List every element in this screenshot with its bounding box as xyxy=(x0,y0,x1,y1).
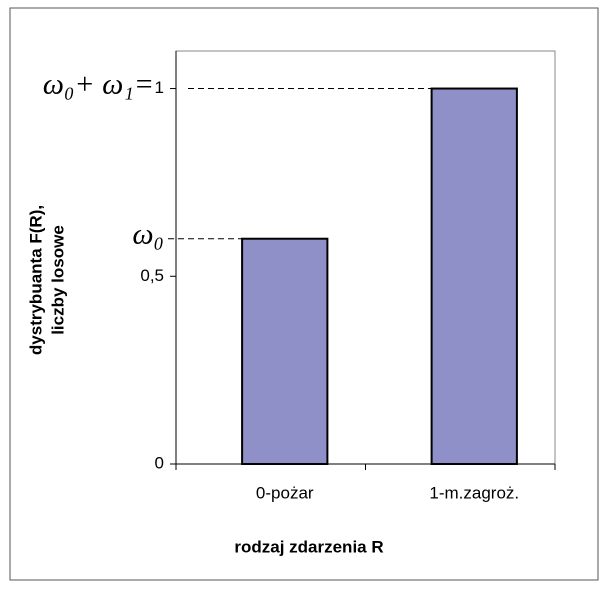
frame xyxy=(9,7,599,581)
y-axis-label: dystrybuanta F(R), liczby losowe xyxy=(26,205,67,355)
value-annotation: ω₀ xyxy=(132,218,164,251)
x-axis-label: rodzaj zdarzenia R xyxy=(234,537,383,556)
y-tick-label: 0,5 xyxy=(140,266,164,285)
y-tick-label: 0 xyxy=(155,453,164,472)
x-tick-label: 1-m.zagroż. xyxy=(429,483,519,502)
bar xyxy=(241,237,329,465)
y-tick-label: 1 xyxy=(155,78,164,97)
value-annotation: ω₀+ ω₁= xyxy=(43,67,154,100)
y-axis-label-line: dystrybuanta F(R), xyxy=(26,205,45,355)
bar xyxy=(430,87,518,466)
x-tick-label: 0-pożar xyxy=(256,483,314,502)
y-axis-label-line: liczby losowe xyxy=(48,225,67,335)
